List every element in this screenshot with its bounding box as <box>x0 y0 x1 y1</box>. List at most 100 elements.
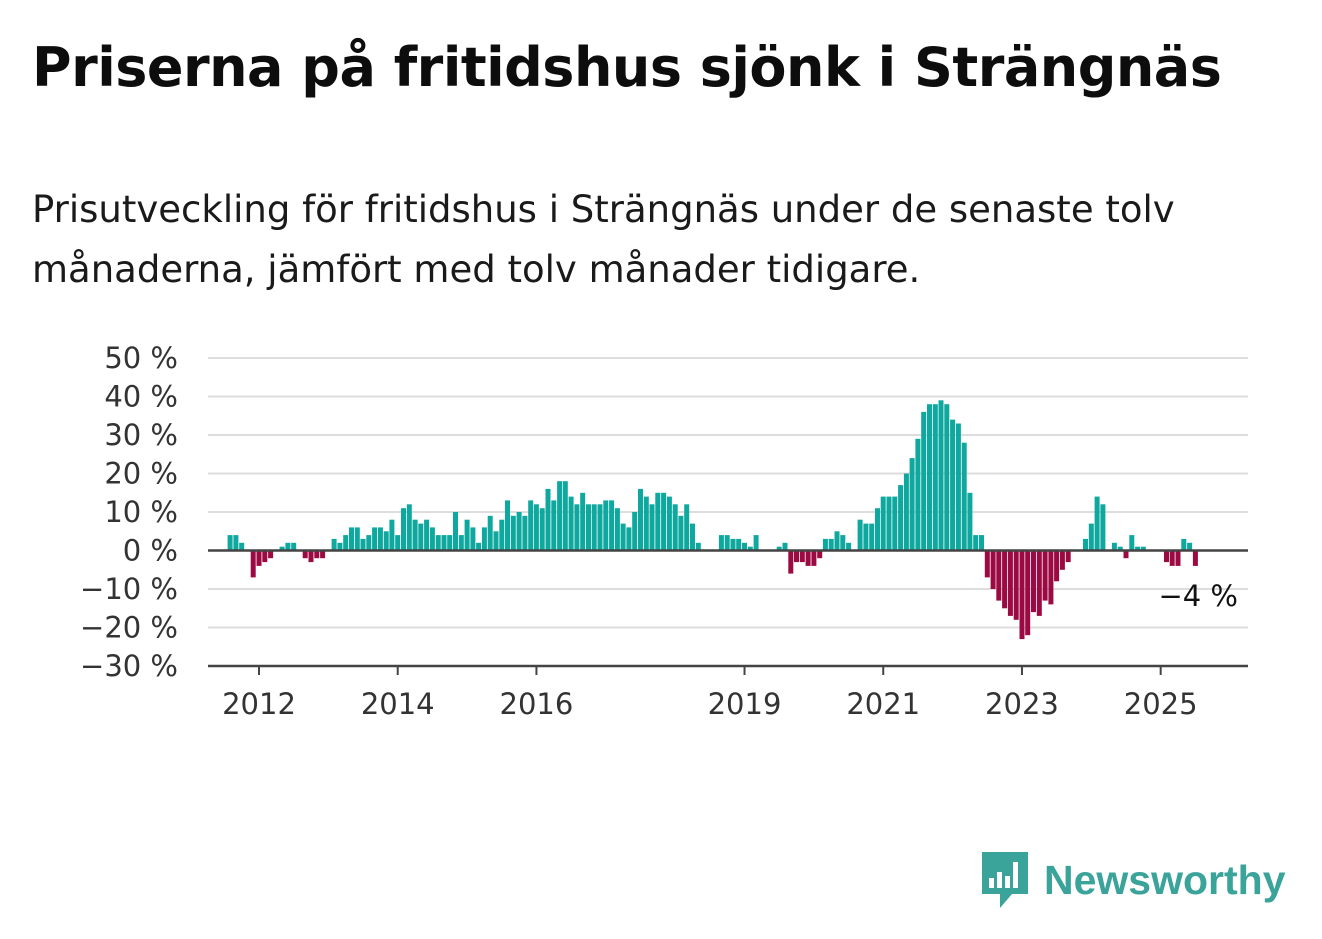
bar <box>424 519 430 551</box>
bar <box>984 550 990 578</box>
bar <box>1117 546 1123 551</box>
bar <box>944 404 950 551</box>
bar-chart: 50 % 40 % 30 % 20 % 10 % 0 % −10 % −20 % −30 % 2… <box>80 341 1248 721</box>
bar <box>1054 550 1060 582</box>
bar <box>1013 550 1019 620</box>
bar <box>395 535 401 551</box>
bar <box>418 523 424 551</box>
bar <box>996 550 1002 601</box>
bar <box>753 535 759 551</box>
bar <box>718 535 724 551</box>
bar <box>447 535 453 551</box>
y-tick-label: 40 % <box>104 380 178 414</box>
bar <box>742 542 747 551</box>
bar <box>638 488 643 551</box>
bar <box>898 485 904 551</box>
bar <box>539 508 545 551</box>
bar <box>695 542 701 551</box>
bar <box>1083 538 1088 551</box>
y-axis-tick-labels: 50 % 40 % 30 % 20 % 10 % 0 % −10 % −20 % −30 % <box>80 341 178 683</box>
bar <box>938 400 944 551</box>
bar <box>927 404 932 551</box>
bar <box>551 500 557 551</box>
bar <box>1181 538 1187 551</box>
bar <box>834 531 840 551</box>
y-tick-label: 30 % <box>104 418 178 452</box>
bar <box>343 535 349 551</box>
bar <box>331 538 337 551</box>
bar <box>817 550 823 559</box>
bar <box>568 496 574 551</box>
bar <box>1088 523 1094 551</box>
bar <box>522 515 528 551</box>
bar <box>256 550 262 566</box>
bar <box>453 512 458 551</box>
y-tick-label: −10 % <box>80 572 178 606</box>
axes <box>208 549 1248 675</box>
bar <box>661 492 667 551</box>
bar <box>1140 546 1146 551</box>
bar <box>233 535 239 551</box>
bar <box>961 442 967 551</box>
bar <box>1135 546 1141 551</box>
bar <box>990 550 996 589</box>
bar <box>875 508 880 551</box>
bar <box>470 527 476 551</box>
bar <box>516 512 522 551</box>
bar <box>505 500 510 551</box>
bar <box>678 515 684 551</box>
bar <box>279 546 285 551</box>
bar <box>909 458 915 551</box>
bar <box>349 527 354 551</box>
bar <box>666 496 672 551</box>
bar <box>597 504 603 551</box>
bar <box>736 538 742 551</box>
bar <box>932 404 938 551</box>
bar <box>626 527 632 551</box>
bar <box>1048 550 1054 605</box>
x-tick-label: 2025 <box>1124 687 1198 721</box>
bar <box>730 538 736 551</box>
bar <box>557 481 563 551</box>
bar <box>372 527 378 551</box>
bar <box>389 519 395 551</box>
bar <box>268 550 274 559</box>
bar <box>776 546 782 551</box>
bar <box>672 504 678 551</box>
bar <box>1042 550 1048 601</box>
y-tick-label: 0 % <box>123 534 178 568</box>
bar <box>950 419 956 551</box>
bar <box>458 535 464 551</box>
bar <box>493 531 499 551</box>
bar <box>684 504 690 551</box>
x-tick-label: 2014 <box>361 687 435 721</box>
bar <box>528 500 534 551</box>
bar <box>655 492 661 551</box>
bar <box>412 519 418 551</box>
bar <box>360 538 366 551</box>
bar <box>846 542 852 551</box>
bar <box>603 500 609 551</box>
bar <box>1059 550 1065 570</box>
bar <box>811 550 817 566</box>
y-tick-label: −20 % <box>80 611 178 645</box>
bar <box>1065 550 1071 563</box>
bar <box>863 523 869 551</box>
bar <box>291 542 297 551</box>
bar <box>545 488 551 551</box>
bar <box>690 523 695 551</box>
bar <box>840 535 846 551</box>
bar <box>1100 504 1106 551</box>
bar <box>429 527 435 551</box>
bar <box>574 504 580 551</box>
bar <box>401 508 406 551</box>
bar <box>1019 550 1025 640</box>
bar <box>476 542 482 551</box>
bar <box>1169 550 1175 566</box>
bar <box>782 542 788 551</box>
bar <box>262 550 268 563</box>
bar <box>620 523 626 551</box>
y-tick-label: 20 % <box>104 457 178 491</box>
bar <box>337 542 343 551</box>
bar <box>857 519 863 551</box>
